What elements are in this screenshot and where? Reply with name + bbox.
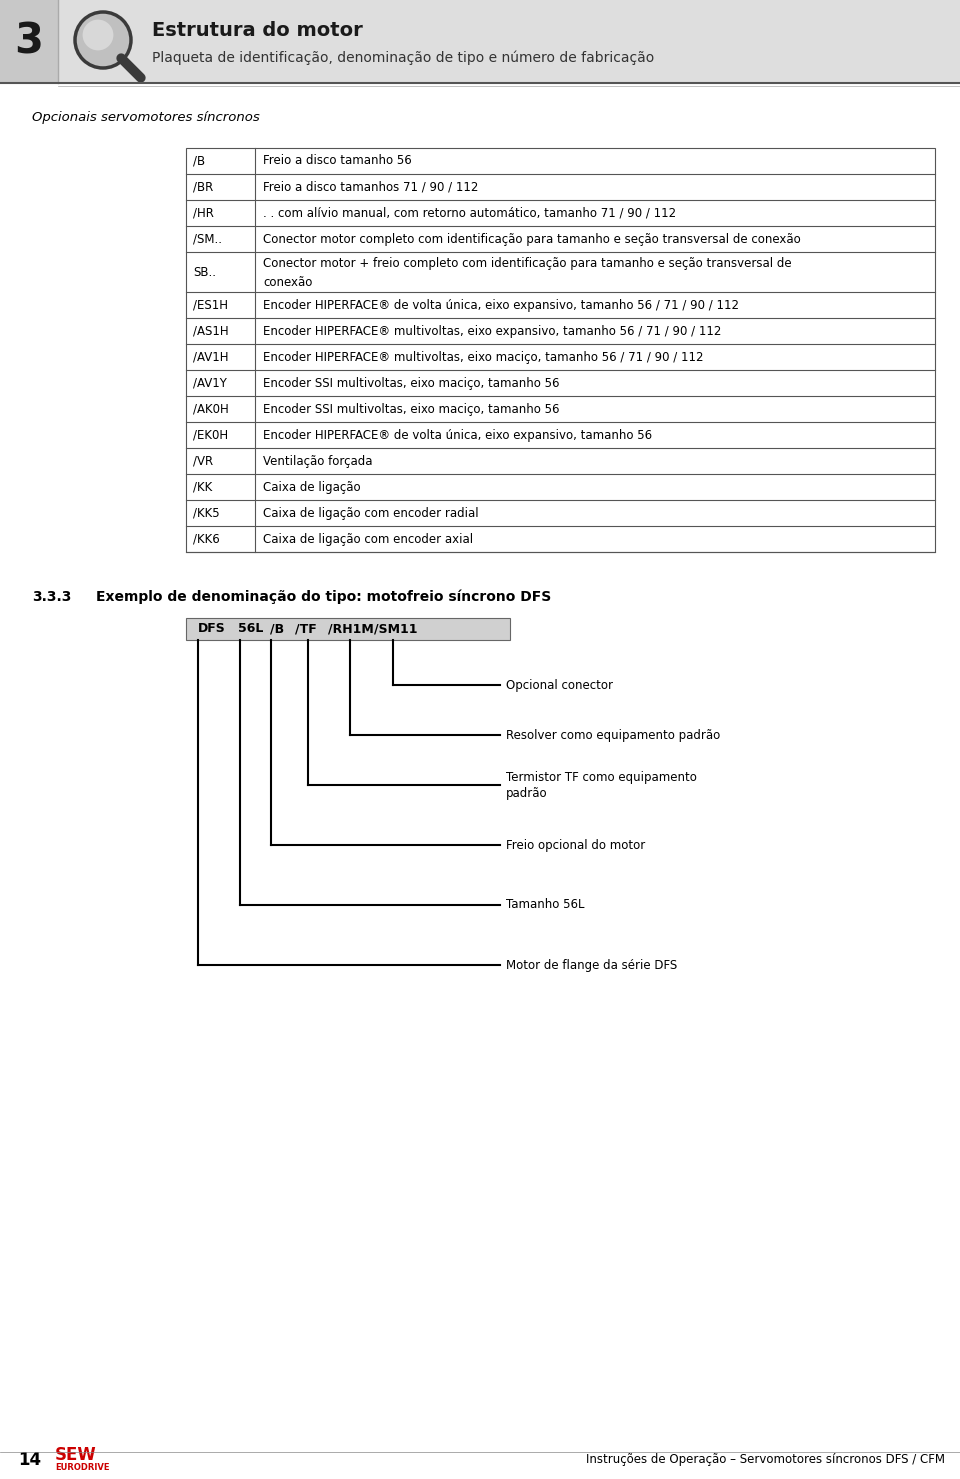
Text: /KK5: /KK5 xyxy=(193,506,220,519)
Text: /AK0H: /AK0H xyxy=(193,402,228,416)
Text: 56L: 56L xyxy=(238,623,263,636)
Text: Freio a disco tamanho 56: Freio a disco tamanho 56 xyxy=(263,154,412,167)
Text: Encoder HIPERFACE® de volta única, eixo expansivo, tamanho 56: Encoder HIPERFACE® de volta única, eixo … xyxy=(263,429,652,442)
Text: Motor de flange da série DFS: Motor de flange da série DFS xyxy=(506,958,677,972)
Bar xyxy=(0,0,58,83)
Text: /HR: /HR xyxy=(193,207,214,219)
Text: /EK0H: /EK0H xyxy=(193,429,228,442)
Text: /SM11: /SM11 xyxy=(374,623,418,636)
Text: /ES1H: /ES1H xyxy=(193,299,228,312)
Bar xyxy=(186,148,935,552)
Text: Resolver como equipamento padrão: Resolver como equipamento padrão xyxy=(506,729,720,741)
Circle shape xyxy=(83,19,113,50)
Text: SB..: SB.. xyxy=(193,266,216,278)
Bar xyxy=(0,0,960,83)
Text: 3: 3 xyxy=(14,21,43,62)
Text: conexão: conexão xyxy=(263,275,312,288)
Text: /VR: /VR xyxy=(193,454,213,467)
Text: Conector motor completo com identificação para tamanho e seção transversal de co: Conector motor completo com identificaçã… xyxy=(263,232,801,246)
Circle shape xyxy=(75,12,131,68)
Text: /KK6: /KK6 xyxy=(193,532,220,546)
Text: EURODRIVE: EURODRIVE xyxy=(55,1464,109,1473)
Text: 14: 14 xyxy=(18,1451,41,1469)
Text: Freio a disco tamanhos 71 / 90 / 112: Freio a disco tamanhos 71 / 90 / 112 xyxy=(263,180,478,194)
Text: Plaqueta de identificação, denominação de tipo e número de fabricação: Plaqueta de identificação, denominação d… xyxy=(152,50,655,65)
Text: Encoder SSI multivoltas, eixo maciço, tamanho 56: Encoder SSI multivoltas, eixo maciço, ta… xyxy=(263,402,560,416)
Text: Encoder HIPERFACE® multivoltas, eixo expansivo, tamanho 56 / 71 / 90 / 112: Encoder HIPERFACE® multivoltas, eixo exp… xyxy=(263,324,721,337)
Text: /B: /B xyxy=(270,623,284,636)
Text: Instruções de Operação – Servomotores síncronos DFS / CFM: Instruções de Operação – Servomotores sí… xyxy=(586,1454,945,1467)
Text: /AS1H: /AS1H xyxy=(193,324,228,337)
Text: Caixa de ligação com encoder axial: Caixa de ligação com encoder axial xyxy=(263,532,473,546)
Text: Conector motor + freio completo com identificação para tamanho e seção transvers: Conector motor + freio completo com iden… xyxy=(263,256,792,269)
Text: Opcionais servomotores síncronos: Opcionais servomotores síncronos xyxy=(32,111,260,124)
Text: SEW: SEW xyxy=(55,1446,97,1464)
Text: Ventilação forçada: Ventilação forçada xyxy=(263,454,372,467)
Text: /KK: /KK xyxy=(193,481,212,494)
Text: Encoder HIPERFACE® de volta única, eixo expansivo, tamanho 56 / 71 / 90 / 112: Encoder HIPERFACE® de volta única, eixo … xyxy=(263,299,739,312)
Text: Freio opcional do motor: Freio opcional do motor xyxy=(506,839,645,852)
Text: /AV1Y: /AV1Y xyxy=(193,377,227,389)
Text: . . com alívio manual, com retorno automático, tamanho 71 / 90 / 112: . . com alívio manual, com retorno autom… xyxy=(263,207,676,219)
Text: /B: /B xyxy=(193,154,205,167)
Text: Opcional conector: Opcional conector xyxy=(506,679,613,692)
Bar xyxy=(186,618,510,640)
Text: /SM..: /SM.. xyxy=(193,232,222,246)
Text: /BR: /BR xyxy=(193,180,213,194)
Text: Caixa de ligação: Caixa de ligação xyxy=(263,481,361,494)
Text: Caixa de ligação com encoder radial: Caixa de ligação com encoder radial xyxy=(263,506,479,519)
Text: 3.3.3: 3.3.3 xyxy=(32,590,71,603)
Text: /TF: /TF xyxy=(295,623,317,636)
Text: Encoder HIPERFACE® multivoltas, eixo maciço, tamanho 56 / 71 / 90 / 112: Encoder HIPERFACE® multivoltas, eixo mac… xyxy=(263,351,704,364)
Text: /AV1H: /AV1H xyxy=(193,351,228,364)
Text: Termistor TF como equipamento
padrão: Termistor TF como equipamento padrão xyxy=(506,771,697,800)
Text: Estrutura do motor: Estrutura do motor xyxy=(152,21,363,40)
Text: Exemplo de denominação do tipo: motofreio síncrono DFS: Exemplo de denominação do tipo: motofrei… xyxy=(96,590,551,605)
Text: Tamanho 56L: Tamanho 56L xyxy=(506,899,585,911)
Text: DFS: DFS xyxy=(198,623,226,636)
Text: /RH1M: /RH1M xyxy=(328,623,373,636)
Text: Encoder SSI multivoltas, eixo maciço, tamanho 56: Encoder SSI multivoltas, eixo maciço, ta… xyxy=(263,377,560,389)
